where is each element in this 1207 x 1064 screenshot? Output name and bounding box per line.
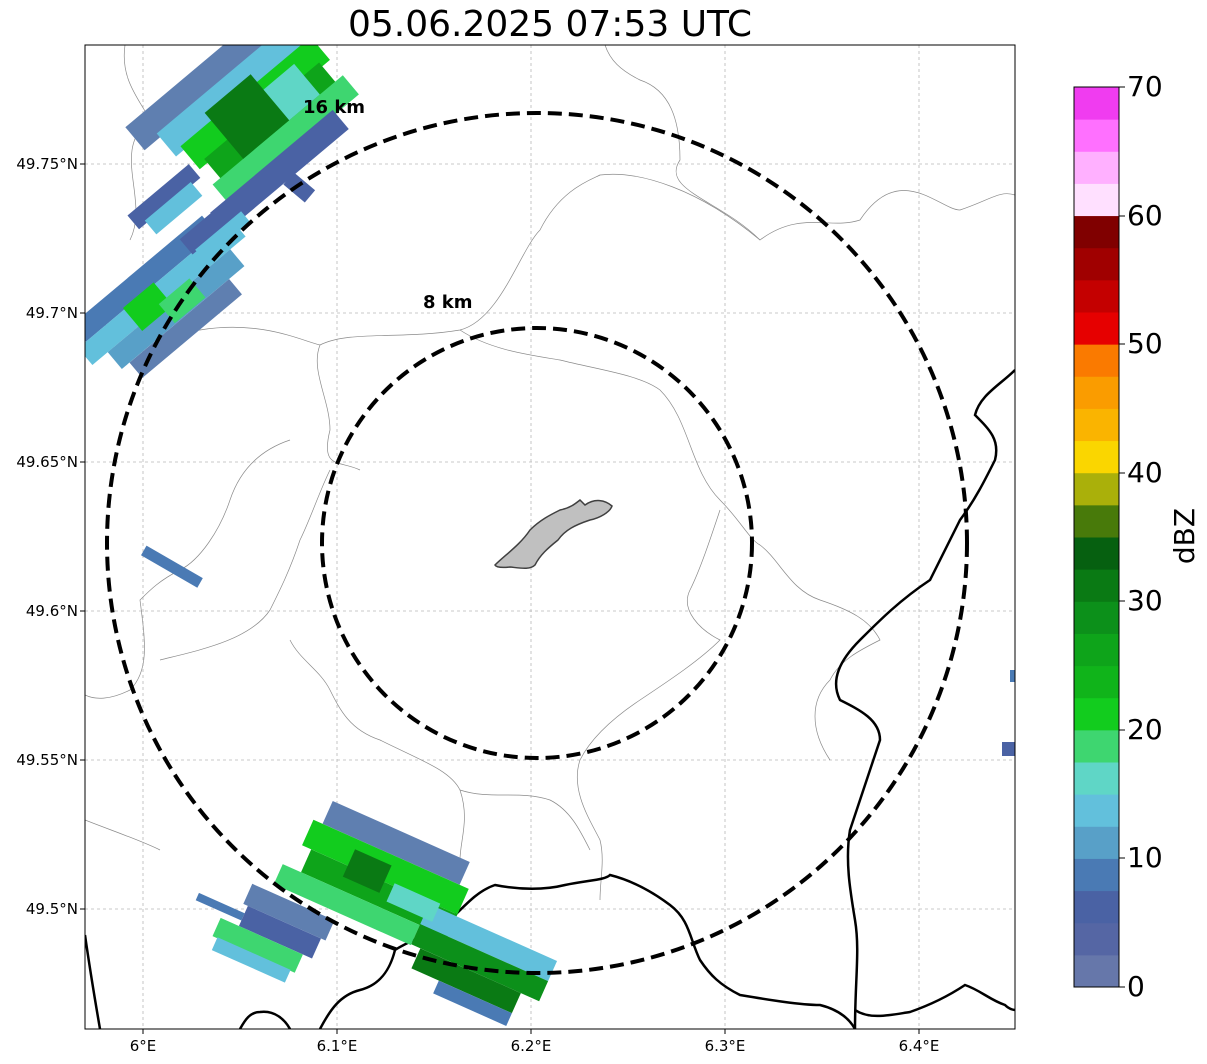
ring-8km bbox=[320, 326, 754, 760]
colorbar-tick-label: 0 bbox=[1127, 970, 1145, 1003]
colorbar-tick-label: 60 bbox=[1127, 199, 1163, 232]
colorbar-segment bbox=[1074, 762, 1119, 795]
ring-label-8km: 8 km bbox=[423, 292, 473, 313]
colorbar-segment bbox=[1074, 376, 1119, 409]
ring-label-16km: 16 km bbox=[303, 97, 366, 118]
colorbar-segment bbox=[1074, 697, 1119, 731]
colorbar-segment bbox=[1074, 504, 1119, 538]
colorbar-segment bbox=[1074, 312, 1119, 345]
colorbar-segment bbox=[1074, 440, 1119, 474]
lon-label: 6.4°E bbox=[898, 1037, 940, 1055]
colorbar-tick-label: 20 bbox=[1127, 713, 1163, 746]
lat-label: 49.65°N bbox=[16, 453, 78, 471]
colorbar-segment bbox=[1074, 601, 1119, 634]
colorbar-segment bbox=[1074, 119, 1119, 152]
colorbar-segment bbox=[1074, 633, 1119, 667]
lon-label: 6°E bbox=[129, 1037, 157, 1055]
axis-ticks bbox=[80, 163, 920, 1034]
colorbar-segment bbox=[1074, 472, 1119, 506]
colorbar-tick-label: 10 bbox=[1127, 841, 1163, 874]
colorbar-ticks bbox=[1119, 86, 1125, 988]
colorbar-segment bbox=[1074, 954, 1119, 988]
colorbar-segment bbox=[1074, 247, 1119, 281]
colorbar-tick-label: 40 bbox=[1127, 456, 1163, 489]
colorbar-segment bbox=[1074, 408, 1119, 442]
colorbar-segment bbox=[1074, 151, 1119, 184]
lon-label: 6.1°E bbox=[316, 1037, 358, 1055]
colorbar-segment bbox=[1074, 279, 1119, 313]
lat-label: 49.7°N bbox=[25, 304, 78, 322]
radar-echoes bbox=[85, 45, 1015, 1026]
colorbar-tick-label: 50 bbox=[1127, 327, 1163, 360]
colorbar bbox=[1074, 87, 1119, 988]
colorbar-segment bbox=[1074, 858, 1119, 892]
lat-label: 49.55°N bbox=[16, 751, 78, 769]
colorbar-tick-label: 70 bbox=[1127, 70, 1163, 103]
colorbar-frame bbox=[1073, 86, 1120, 988]
colorbar-segment bbox=[1074, 729, 1119, 763]
colorbar-label: dBZ bbox=[1168, 507, 1201, 565]
plot-frame bbox=[84, 44, 1016, 1030]
colorbar-segment bbox=[1074, 87, 1119, 120]
colorbar-segment bbox=[1074, 890, 1119, 924]
colorbar-segment bbox=[1074, 569, 1119, 602]
map-title: 05.06.2025 07:53 UTC bbox=[347, 4, 753, 45]
colorbar-segment bbox=[1074, 215, 1119, 249]
ring-16km bbox=[105, 111, 969, 975]
colorbar-tick-label: 30 bbox=[1127, 584, 1163, 617]
lon-label: 6.2°E bbox=[510, 1037, 552, 1055]
lat-label: 49.75°N bbox=[16, 155, 78, 173]
lat-label: 49.5°N bbox=[25, 900, 78, 918]
colorbar-segment bbox=[1074, 794, 1119, 827]
colorbar-segment bbox=[1074, 922, 1119, 956]
colorbar-segment bbox=[1074, 665, 1119, 699]
colorbar-segment bbox=[1074, 826, 1119, 859]
center-area bbox=[494, 498, 613, 569]
colorbar-segment bbox=[1074, 183, 1119, 217]
lon-label: 6.3°E bbox=[704, 1037, 746, 1055]
colorbar-segment bbox=[1074, 344, 1119, 377]
colorbar-segment bbox=[1074, 537, 1119, 570]
lat-label: 49.6°N bbox=[25, 602, 78, 620]
